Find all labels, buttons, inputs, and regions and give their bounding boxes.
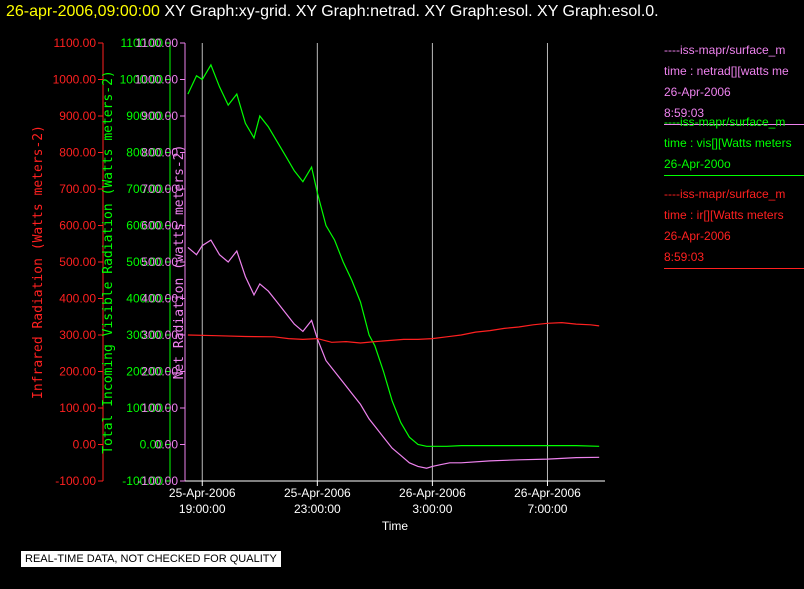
legend-netrad-line4: 8:59:03 — [664, 106, 705, 120]
legend-ir-line2: time : ir[][Watts meters — [664, 208, 784, 222]
header-graph-1: XY Graph:xy-grid. — [164, 3, 292, 20]
y-axis-label-2: Net Radiation (watts meters-2) — [172, 145, 187, 380]
legend-ir-line1: ----iss-mapr/surface_m — [664, 187, 786, 201]
y-axis-0-tick-label-1: 0.00 — [73, 438, 97, 452]
y-axis-0-tick-label-9: 800.00 — [59, 146, 96, 160]
x-tick-date-3: 26-Apr-2006 — [514, 486, 581, 500]
y-axis-1-tick-label-2: 100.00 — [126, 401, 163, 415]
chart-grid — [201, 43, 548, 481]
y-axis-2-tick-label-4: 300.00 — [141, 328, 178, 342]
y-axis-2-tick-label-10: 900.00 — [141, 109, 178, 123]
legend-netrad-line1: ----iss-mapr/surface_m — [664, 43, 786, 57]
legend-vis: ----iss-mapr/surface_m time : vis[][Watt… — [664, 112, 804, 176]
y-axis-2-tick-label-7: 600.00 — [141, 219, 178, 233]
y-axis-1-tick-label-5: 400.00 — [126, 292, 163, 306]
legend-vis-line1: ----iss-mapr/surface_m — [664, 115, 786, 129]
y-axis-1-tick-label-0: -100.00 — [122, 474, 163, 488]
y-axis-label-1: Total Incoming Visible Radiation (Watts … — [101, 70, 116, 454]
x-axis: 25-Apr-2006 19:00:00 25-Apr-2006 23:00:00 26… — [169, 480, 605, 533]
y-axis-0-tick-label-3: 200.00 — [59, 365, 96, 379]
series-line-0 — [187, 63, 600, 447]
y-axis-2-tick-label-1: 0.00 — [155, 438, 179, 452]
y-axis-1-tick-label-12: 1100.00 — [121, 36, 164, 50]
y-axis-1-tick-label-9: 800.00 — [126, 146, 163, 160]
y-axis-2-tick-label-8: 700.00 — [141, 182, 178, 196]
y-axis-0-tick-label-8: 700.00 — [59, 182, 96, 196]
x-tick-time-1: 23:00:00 — [294, 502, 341, 516]
y-axis-0-tick-label-0: -100.00 — [55, 474, 96, 488]
x-tick-time-0: 19:00:00 — [179, 502, 226, 516]
y-axis-1-tick-label-10: 900.00 — [126, 109, 163, 123]
chart-series — [187, 63, 600, 469]
series-line-2 — [187, 321, 600, 344]
x-tick-date-0: 25-Apr-2006 — [169, 486, 236, 500]
chart-axes: -100.00 0.00 100.00 200.00 300.00 400.00 500.0… — [31, 36, 187, 488]
y-axis-2-tick-label-3: 200.00 — [141, 365, 178, 379]
legend-netrad-line3: 26-Apr-2006 — [664, 85, 731, 99]
y-axis-1-tick-label-3: 200.00 — [126, 365, 163, 379]
y-axis-0-tick-label-5: 400.00 — [59, 292, 96, 306]
y-axis-2-tick-label-6: 500.00 — [141, 255, 178, 269]
legend-vis-line3: 26-Apr-200o — [664, 157, 731, 171]
x-tick-date-1: 25-Apr-2006 — [284, 486, 351, 500]
legend-vis-line2: time : vis[][Watts meters — [664, 136, 792, 150]
y-axis-2-tick-label-9: 800.00 — [141, 146, 178, 160]
legend-netrad-line2: time : netrad[][watts me — [664, 64, 789, 78]
legend-ir-line3: 26-Apr-2006 — [664, 229, 731, 243]
y-axis-2-tick-label-2: 100.00 — [141, 401, 178, 415]
y-axis-2-tick-label-5: 400.00 — [141, 292, 178, 306]
header-bar: 26-apr-2006,09:00:00 XY Graph:xy-grid. X… — [6, 3, 659, 21]
y-axis-1-tick-label-8: 700.00 — [126, 182, 163, 196]
series-line-1 — [187, 239, 600, 469]
y-axis-1-tick-label-6: 500.00 — [126, 255, 163, 269]
y-axis-0-tick-label-11: 1000.00 — [53, 73, 97, 87]
y-axis-1-tick-label-1: 0.00 — [140, 438, 164, 452]
x-tick-time-3: 7:00:00 — [527, 502, 567, 516]
header-graph-4: XY Graph:esol.0. — [537, 3, 659, 20]
y-axis-0-tick-label-2: 100.00 — [59, 401, 96, 415]
y-axis-0-tick-label-10: 900.00 — [59, 109, 96, 123]
x-tick-date-2: 26-Apr-2006 — [399, 486, 466, 500]
y-axis-2-tick-label-12: 1100.00 — [136, 36, 179, 50]
y-axis-2-tick-label-0: -100.00 — [137, 474, 178, 488]
y-axis-label-0: Infrared Radiation (Watts meters-2) — [31, 125, 46, 399]
header-graph-3: XY Graph:esol. — [424, 3, 533, 20]
y-axis-0-tick-label-6: 500.00 — [59, 255, 96, 269]
y-axis-0-tick-label-12: 1100.00 — [54, 36, 97, 50]
legend-ir-line4: 8:59:03 — [664, 250, 705, 264]
quality-disclaimer: REAL-TIME DATA, NOT CHECKED FOR QUALITY — [20, 550, 282, 568]
header-timestamp: 26-apr-2006,09:00:00 — [6, 3, 160, 20]
y-axis-1-tick-label-11: 1000.00 — [120, 73, 164, 87]
legend-netrad: ----iss-mapr/surface_m time : netrad[][w… — [664, 40, 804, 125]
x-axis-label: Time — [382, 519, 409, 533]
y-axis-1-tick-label-7: 600.00 — [126, 219, 163, 233]
header-graph-2: XY Graph:netrad. — [295, 3, 420, 20]
y-axis-0-tick-label-4: 300.00 — [59, 328, 96, 342]
legend-ir: ----iss-mapr/surface_m time : ir[][Watts… — [664, 184, 804, 269]
x-tick-time-2: 3:00:00 — [412, 502, 452, 516]
y-axis-2-tick-label-11: 1000.00 — [135, 73, 179, 87]
y-axis-1-tick-label-4: 300.00 — [126, 328, 163, 342]
y-axis-0-tick-label-7: 600.00 — [59, 219, 96, 233]
